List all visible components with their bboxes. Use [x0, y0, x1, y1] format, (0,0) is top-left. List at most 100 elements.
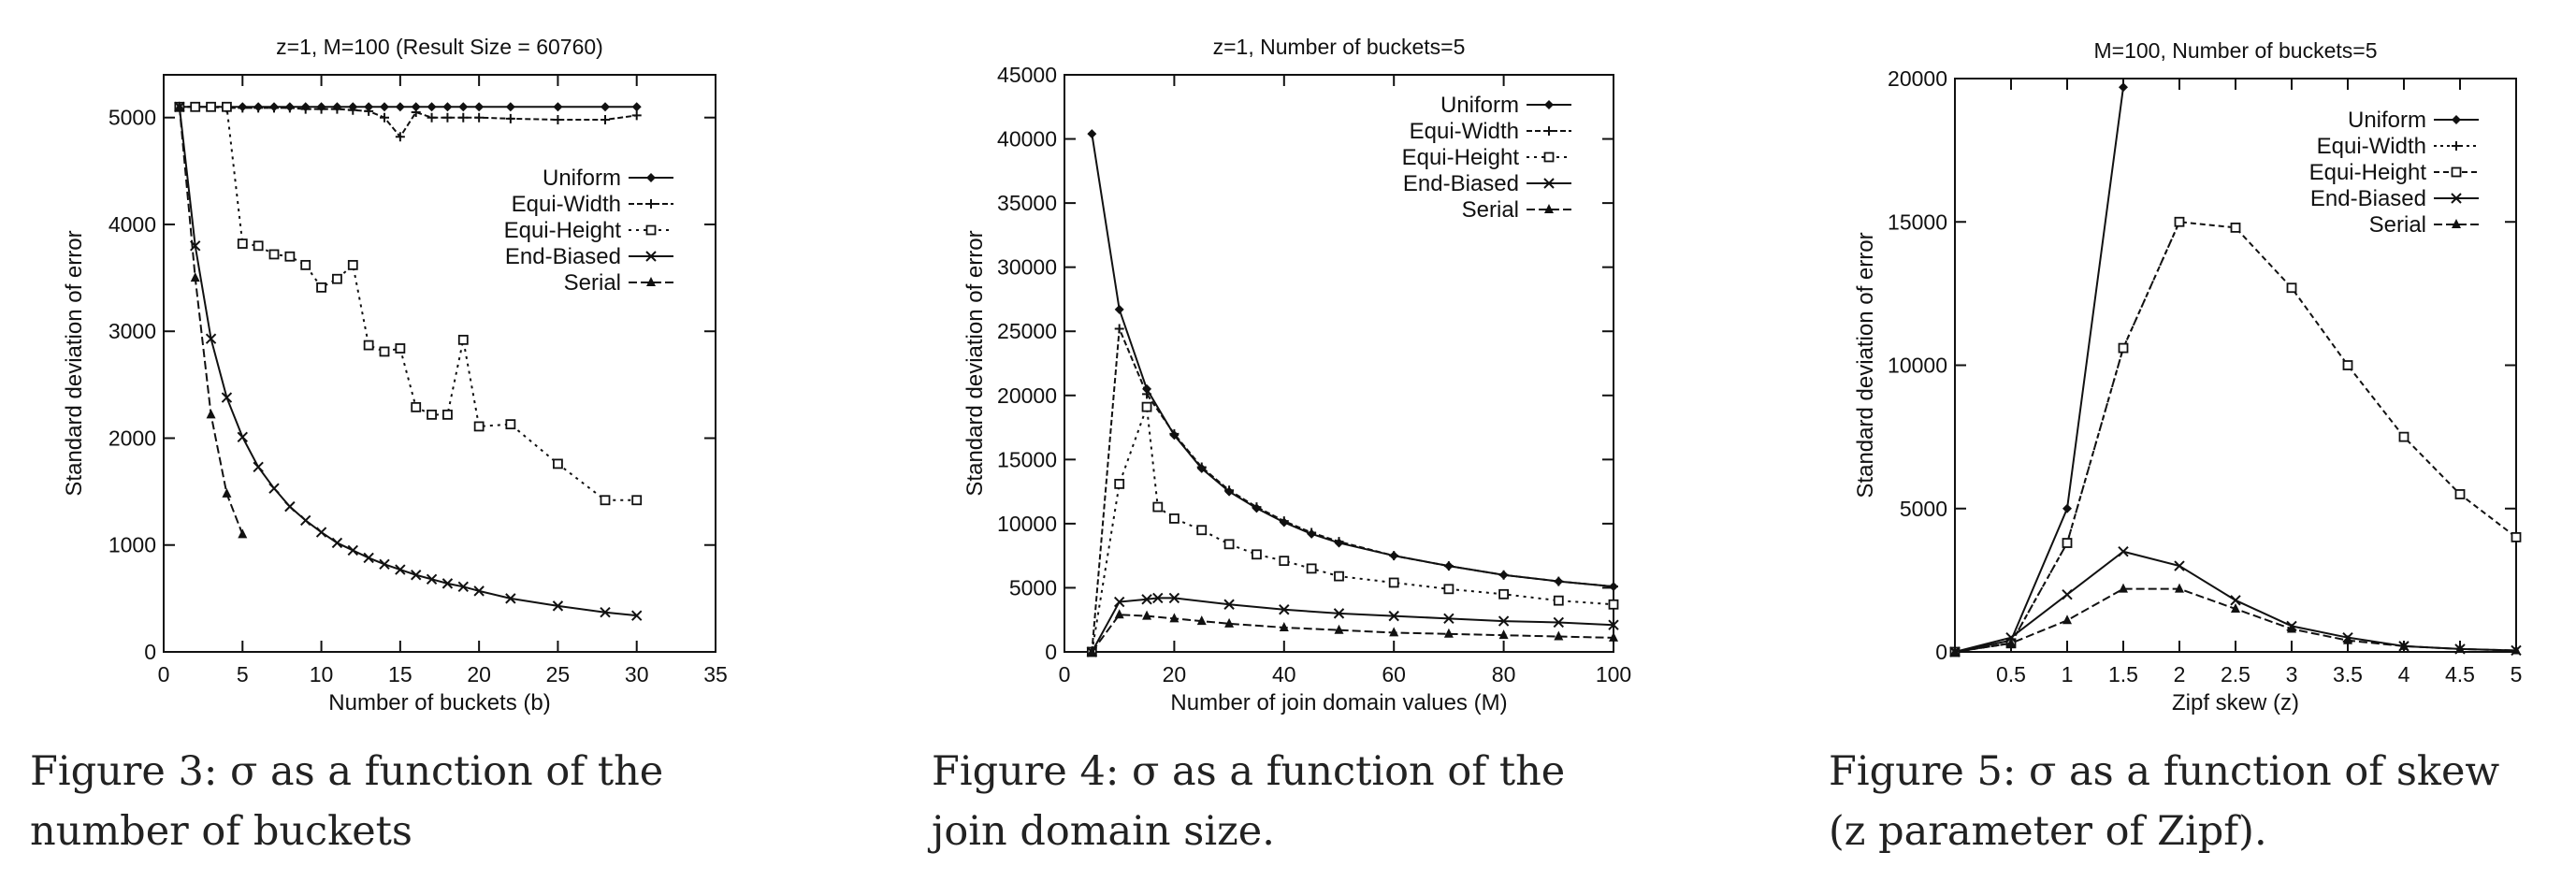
data-point — [1114, 609, 1124, 619]
legend-marker — [1544, 100, 1554, 109]
legend-swatch — [1527, 100, 1571, 109]
x-axis-label: Number of join domain values (M) — [1170, 690, 1507, 715]
x-axis-label: Zipf skew (z) — [2172, 690, 2299, 715]
series-uniform — [1087, 129, 1618, 592]
plot-frame — [1064, 74, 1614, 653]
y-tick-label: 5000 — [1900, 497, 1947, 521]
y-tick-label: 45000 — [997, 63, 1057, 87]
data-point — [1554, 630, 1564, 641]
data-point — [1333, 608, 1345, 619]
data-point — [2174, 216, 2185, 227]
series-line — [1954, 221, 2180, 653]
data-point — [253, 103, 264, 113]
data-point — [1087, 129, 1097, 139]
data-point — [284, 500, 296, 513]
data-point — [253, 461, 264, 473]
caption-line-1: Figure 4: σ as a function of the — [932, 748, 1566, 795]
series-end-biased — [1086, 592, 1619, 658]
data-point — [332, 273, 342, 284]
legend-swatch — [629, 224, 673, 236]
legend-label: End-Biased — [2310, 186, 2426, 211]
legend-label: Serial — [564, 270, 621, 296]
x-tick-label: 5 — [237, 662, 249, 686]
data-point — [1389, 627, 1399, 637]
legend-label: Serial — [1462, 197, 1519, 223]
data-point — [473, 585, 485, 597]
x-tick-label: 80 — [1492, 662, 1516, 686]
x-tick-label: 4 — [2398, 662, 2410, 686]
y-tick-label: 5000 — [1009, 575, 1057, 600]
y-tick-label: 25000 — [997, 319, 1057, 343]
data-point — [1389, 551, 1399, 561]
data-point — [395, 102, 405, 112]
y-axis-label: Standard deviation of error — [62, 230, 87, 496]
data-point — [600, 607, 611, 618]
caption-figure-3: Figure 3: σ as a function of the number … — [30, 742, 778, 861]
data-point — [238, 103, 248, 113]
y-tick-label: 35000 — [997, 191, 1057, 215]
series-line — [1954, 87, 2124, 653]
chart-figure-5: M=100, Number of buckets=5 0 5000 10000 1500… — [1853, 38, 2523, 715]
data-point — [331, 537, 343, 549]
data-point — [1388, 577, 1399, 588]
x-tick-label: 5 — [2511, 662, 2523, 686]
data-point — [2511, 532, 2522, 542]
series-equi-width — [174, 102, 642, 142]
legend-label: Equi-Height — [1402, 145, 1520, 170]
data-point — [426, 573, 438, 585]
x-tick-label: 2 — [2174, 662, 2186, 686]
data-point — [1142, 389, 1152, 399]
series-end-biased — [174, 101, 643, 621]
legend-marker — [646, 199, 656, 209]
series-line — [1091, 614, 1614, 653]
y-tick-label: 4000 — [109, 212, 156, 237]
series-uniform — [174, 102, 642, 112]
data-point — [1443, 561, 1454, 571]
data-point — [1169, 428, 1179, 439]
x-tick-label: 35 — [703, 662, 728, 686]
legend-label: Equi-Width — [512, 192, 621, 217]
data-point — [1443, 584, 1454, 595]
x-tick-label: 20 — [467, 662, 491, 686]
data-point — [1169, 613, 1179, 623]
caption-line-1: Figure 5: σ as a function of skew — [1829, 748, 2500, 795]
data-point — [1252, 502, 1262, 513]
x-tick-label: 40 — [1272, 662, 1296, 686]
data-point — [268, 249, 280, 260]
chart-title: z=1, Number of buckets=5 — [1213, 35, 1466, 59]
y-tick-label: 5000 — [109, 106, 156, 130]
data-point — [316, 104, 326, 114]
caption-line-1: Figure 3: σ as a function of the — [30, 748, 664, 795]
data-point — [190, 272, 200, 282]
data-point — [395, 132, 405, 142]
data-point — [1307, 527, 1317, 538]
data-point — [1114, 304, 1124, 314]
series-line — [1954, 221, 2517, 653]
series-line — [178, 107, 244, 535]
plot-frame — [1954, 78, 2517, 653]
data-point — [1196, 462, 1207, 472]
series-equi-height — [174, 101, 643, 506]
series-line — [1954, 550, 2517, 653]
legend-swatch — [1527, 204, 1571, 213]
data-point — [364, 106, 374, 116]
legend-label: Equi-Height — [2309, 160, 2427, 185]
data-point — [553, 458, 563, 470]
data-point — [1608, 599, 1619, 610]
x-tick-label: 2.5 — [2221, 662, 2250, 686]
data-point — [631, 102, 642, 112]
data-point — [2399, 640, 2409, 650]
x-tick-label: 0 — [1059, 662, 1071, 686]
data-point — [631, 610, 643, 621]
data-point — [2118, 546, 2129, 557]
y-tick-label: 2000 — [109, 426, 156, 450]
x-tick-label: 1.5 — [2108, 662, 2138, 686]
data-point — [2343, 634, 2352, 644]
data-point — [190, 101, 201, 112]
legend-label: Equi-Width — [1410, 119, 1519, 144]
data-point — [1168, 513, 1179, 524]
data-point — [2062, 503, 2072, 513]
y-tick-label: 0 — [144, 640, 156, 664]
data-point — [2511, 644, 2521, 655]
data-point — [2174, 560, 2185, 571]
